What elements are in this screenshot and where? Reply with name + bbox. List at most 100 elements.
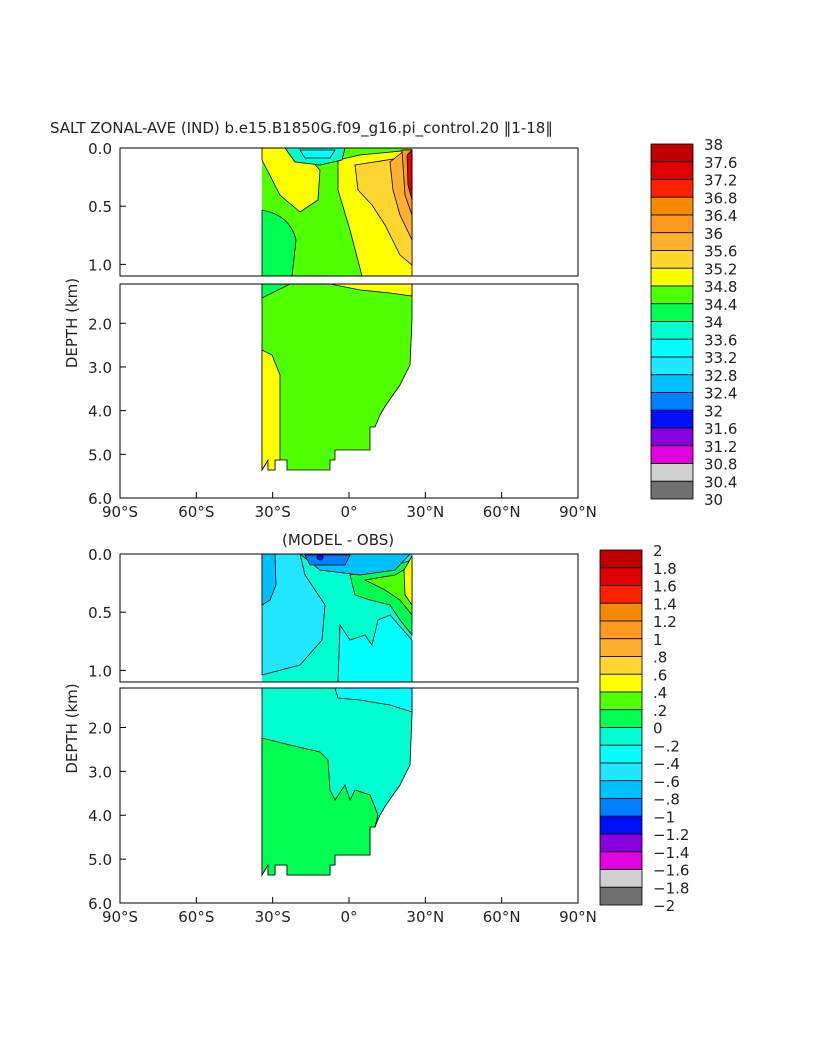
- colorbar-label: −.2: [653, 737, 680, 755]
- contour-region: [337, 614, 413, 683]
- contour-region: [261, 737, 379, 877]
- panel1-upper-field: [261, 147, 413, 277]
- colorbar-box: [599, 886, 643, 906]
- panel2-lower-field: [261, 687, 413, 877]
- y-tick-label: 3.0: [88, 763, 112, 781]
- colorbar-label: 1.8: [653, 560, 677, 578]
- colorbar-box: [599, 585, 643, 604]
- colorbar-box: [599, 744, 643, 764]
- colorbar-label: 33.6: [704, 331, 737, 349]
- colorbar-label: 34.4: [704, 296, 737, 314]
- colorbar-label: 34: [704, 314, 723, 332]
- y-tick-label: 6.0: [88, 895, 112, 913]
- x-tick-label: 60°N: [483, 503, 521, 521]
- y-tick-label: 6.0: [88, 490, 112, 508]
- y-tick-label: 1.0: [88, 256, 112, 274]
- colorbars: 3837.637.236.836.43635.635.234.834.43433…: [599, 136, 737, 915]
- x-tick-label: 60°S: [178, 503, 214, 521]
- colorbar-box: [599, 638, 643, 657]
- colorbar-box: [599, 709, 643, 728]
- colorbar-label: 38: [704, 136, 723, 154]
- colorbar-box: [599, 691, 643, 711]
- colorbar-label: .2: [653, 702, 667, 720]
- colorbar-box: [599, 673, 643, 693]
- colorbar-label: 37.6: [704, 154, 737, 172]
- colorbar-box: [599, 656, 643, 675]
- panel1-lower-field: [261, 283, 413, 472]
- contour-region: [316, 553, 324, 561]
- colorbar-box: [650, 196, 694, 216]
- contour-region: [403, 554, 413, 607]
- colorbar-box: [650, 161, 694, 180]
- colorbar-label: 0: [653, 720, 663, 738]
- colorbar-label: −2: [653, 897, 675, 915]
- colorbar-label: 30.8: [704, 456, 737, 474]
- colorbar-box: [650, 445, 694, 464]
- x-tick-label: 30°N: [406, 503, 444, 521]
- colorbar-label: −1.8: [653, 879, 689, 897]
- colorbar-box: [650, 303, 694, 322]
- colorbar-box: [650, 374, 694, 393]
- colorbar-box: [650, 356, 694, 376]
- colorbar-label: 36.8: [704, 189, 737, 207]
- colorbar-box: [650, 285, 694, 305]
- y-tick-label: 5.0: [88, 851, 112, 869]
- y-axis-label: DEPTH (km): [63, 683, 81, 773]
- colorbar-label: 33.2: [704, 349, 737, 367]
- colorbar-label: 1.2: [653, 613, 677, 631]
- colorbar-box: [599, 549, 643, 569]
- colorbar-box: [599, 869, 643, 888]
- contour-region: [261, 349, 281, 472]
- colorbar-label: .4: [653, 684, 667, 702]
- colorbar-box: [650, 321, 694, 340]
- colorbar-label: 34.8: [704, 278, 737, 296]
- y-tick-label: 2.0: [88, 719, 112, 737]
- x-tick-label: 30°S: [255, 503, 291, 521]
- colorbar-box: [650, 214, 694, 234]
- y-tick-label: 0.0: [88, 546, 112, 564]
- colorbar-label: 32: [704, 402, 723, 420]
- colorbar-label: −1.2: [653, 826, 689, 844]
- panel2-upper-field: [261, 553, 413, 683]
- colorbar-label: −1: [653, 808, 675, 826]
- colorbar-label: −.8: [653, 791, 680, 809]
- frame: [119, 553, 579, 683]
- colorbar-label: −.4: [653, 755, 680, 773]
- colorbar-box: [599, 798, 643, 817]
- colorbar-label: 32.8: [704, 367, 737, 385]
- colorbar-box: [650, 392, 694, 411]
- colorbar-box: [599, 762, 643, 782]
- y-tick-label: 0.5: [88, 198, 112, 216]
- plot-title-salt: SALT ZONAL-AVE (IND) b.e15.B1850G.f09_g1…: [50, 119, 553, 137]
- frame: [119, 147, 579, 277]
- y-tick-label: 2.0: [88, 315, 112, 333]
- colorbar-box: [650, 232, 694, 251]
- colorbar-label: 1.6: [653, 578, 677, 596]
- y-tick-label: 1.0: [88, 662, 112, 680]
- colorbar-label: .6: [653, 666, 667, 684]
- colorbar-label: 31.6: [704, 420, 737, 438]
- colorbar-box: [650, 409, 694, 429]
- colorbar-label: 30: [704, 491, 723, 509]
- colorbar-label: 32.4: [704, 385, 737, 403]
- colorbar-box: [599, 567, 643, 586]
- colorbar-label: 36.4: [704, 207, 737, 225]
- y-tick-label: 5.0: [88, 446, 112, 464]
- contour-region: [299, 149, 336, 159]
- colorbar-box: [650, 179, 694, 198]
- colorbar-box: [599, 727, 643, 746]
- colorbar-label: −1.4: [653, 844, 689, 862]
- x-tick-label: 90°N: [559, 503, 597, 521]
- y-tick-label: 4.0: [88, 403, 112, 421]
- colorbar-box: [650, 250, 694, 269]
- colorbar-box: [650, 480, 694, 500]
- y-tick-label: 3.0: [88, 359, 112, 377]
- x-tick-label: 60°S: [178, 908, 214, 926]
- x-tick-label: 0°: [340, 503, 357, 521]
- colorbar-box: [650, 463, 694, 482]
- contour-region: [261, 283, 413, 472]
- x-tick-label: 30°N: [406, 908, 444, 926]
- colorbar-box: [650, 338, 694, 358]
